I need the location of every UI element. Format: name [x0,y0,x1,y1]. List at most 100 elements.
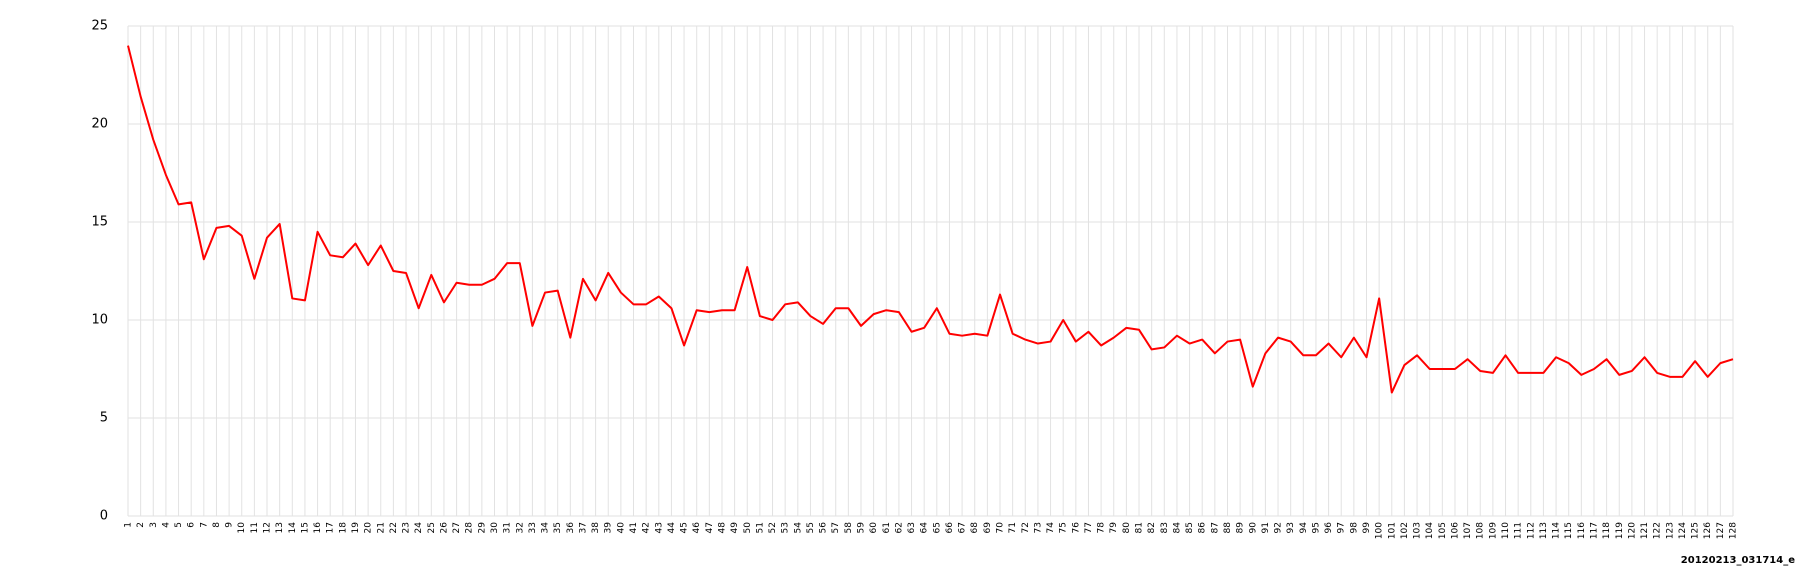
x-tick-label: 78 [1097,522,1107,534]
x-tick-label: 121 [1640,522,1650,539]
footer-label: 20120213_031714_e [1681,555,1795,566]
x-tick-label: 37 [578,522,588,533]
x-tick-label: 86 [1198,522,1208,534]
x-tick-label: 80 [1122,522,1132,534]
x-tick-label: 48 [717,522,727,534]
x-tick-label: 20 [364,522,374,534]
x-tick-label: 97 [1337,522,1347,533]
x-tick-label: 66 [945,522,955,534]
x-tick-label: 40 [616,522,626,534]
x-tick-label: 54 [793,522,803,534]
x-tick-label: 63 [907,522,917,533]
x-tick-label: 75 [1059,522,1069,533]
x-tick-label: 36 [566,522,576,534]
x-tick-label: 87 [1210,522,1220,533]
x-tick-label: 125 [1691,522,1701,539]
x-tick-label: 42 [642,522,652,533]
x-tick-label: 99 [1362,522,1372,534]
x-tick-label: 22 [389,522,399,533]
x-tick-label: 73 [1033,522,1043,533]
y-tick-label: 5 [100,411,108,426]
x-tick-label: 32 [515,522,525,533]
x-tick-label: 112 [1526,522,1536,539]
x-tick-label: 46 [692,522,702,534]
x-tick-label: 94 [1299,522,1309,534]
x-tick-label: 1 [124,522,134,528]
x-tick-label: 24 [414,522,424,534]
x-tick-label: 126 [1703,522,1713,539]
y-tick-label: 25 [91,19,108,34]
x-tick-label: 4 [161,522,171,528]
x-tick-label: 7 [199,522,209,528]
x-tick-label: 60 [869,522,879,534]
x-tick-label: 65 [932,522,942,533]
x-tick-label: 16 [313,522,323,534]
x-tick-label: 109 [1488,522,1498,539]
x-tick-label: 101 [1387,522,1397,539]
x-tick-label: 68 [970,522,980,534]
x-tick-label: 105 [1438,522,1448,539]
x-tick-label: 76 [1071,522,1081,534]
x-tick-label: 84 [1172,522,1182,534]
x-tick-label: 14 [288,522,298,534]
x-tick-label: 100 [1375,522,1385,539]
data-line [127,45,1734,394]
x-tick-label: 115 [1564,522,1574,539]
x-tick-label: 10 [237,522,247,534]
x-tick-label: 52 [768,522,778,533]
x-tick-label: 34 [541,522,551,534]
x-tick-label: 74 [1046,522,1056,534]
x-tick-label: 120 [1627,522,1637,539]
x-tick-label: 59 [856,522,866,534]
x-tick-label: 44 [667,522,677,534]
x-tick-label: 39 [604,522,614,534]
x-tick-label: 72 [1021,522,1031,533]
x-tick-label: 5 [174,522,184,528]
y-tick-label: 20 [91,117,108,132]
x-tick-label: 6 [187,522,197,528]
x-tick-label: 119 [1615,522,1625,539]
x-tick-label: 23 [402,522,412,533]
x-tick-label: 82 [1147,522,1157,533]
x-tick-label: 85 [1185,522,1195,533]
x-tick-label: 18 [338,522,348,534]
x-tick-label: 50 [743,522,753,534]
x-tick-label: 45 [680,522,690,533]
x-tick-label: 49 [730,522,740,534]
x-tick-label: 27 [452,522,462,533]
x-tick-label: 58 [844,522,854,534]
x-tick-label: 57 [831,522,841,533]
x-tick-label: 107 [1463,522,1473,539]
x-tick-label: 43 [654,522,664,533]
x-tick-label: 117 [1589,522,1599,539]
x-tick-label: 62 [894,522,904,533]
x-tick-label: 79 [1109,522,1119,534]
x-tick-label: 106 [1450,522,1460,539]
x-tick-label: 92 [1274,522,1284,533]
x-tick-label: 118 [1602,522,1612,539]
x-tick-label: 67 [958,522,968,533]
x-tick-label: 26 [439,522,449,534]
x-tick-label: 2 [136,522,146,528]
x-tick-label: 83 [1160,522,1170,533]
x-tick-label: 90 [1248,522,1258,534]
x-tick-label: 127 [1716,522,1726,539]
x-tick-label: 64 [920,522,930,534]
x-tick-label: 96 [1324,522,1334,534]
x-tick-label: 111 [1514,522,1524,539]
x-tick-label: 38 [591,522,601,534]
x-tick-label: 104 [1425,522,1435,539]
x-tick-label: 41 [629,522,639,533]
x-tick-label: 21 [376,522,386,533]
x-tick-label: 93 [1286,522,1296,533]
x-tick-label: 12 [263,522,273,533]
x-tick-label: 114 [1552,522,1562,539]
x-tick-label: 122 [1653,522,1663,539]
x-tick-label: 31 [503,522,513,533]
x-tick-label: 71 [1008,522,1018,533]
x-tick-label: 33 [528,522,538,533]
x-tick-label: 81 [1135,522,1145,533]
x-tick-label: 3 [149,522,159,528]
